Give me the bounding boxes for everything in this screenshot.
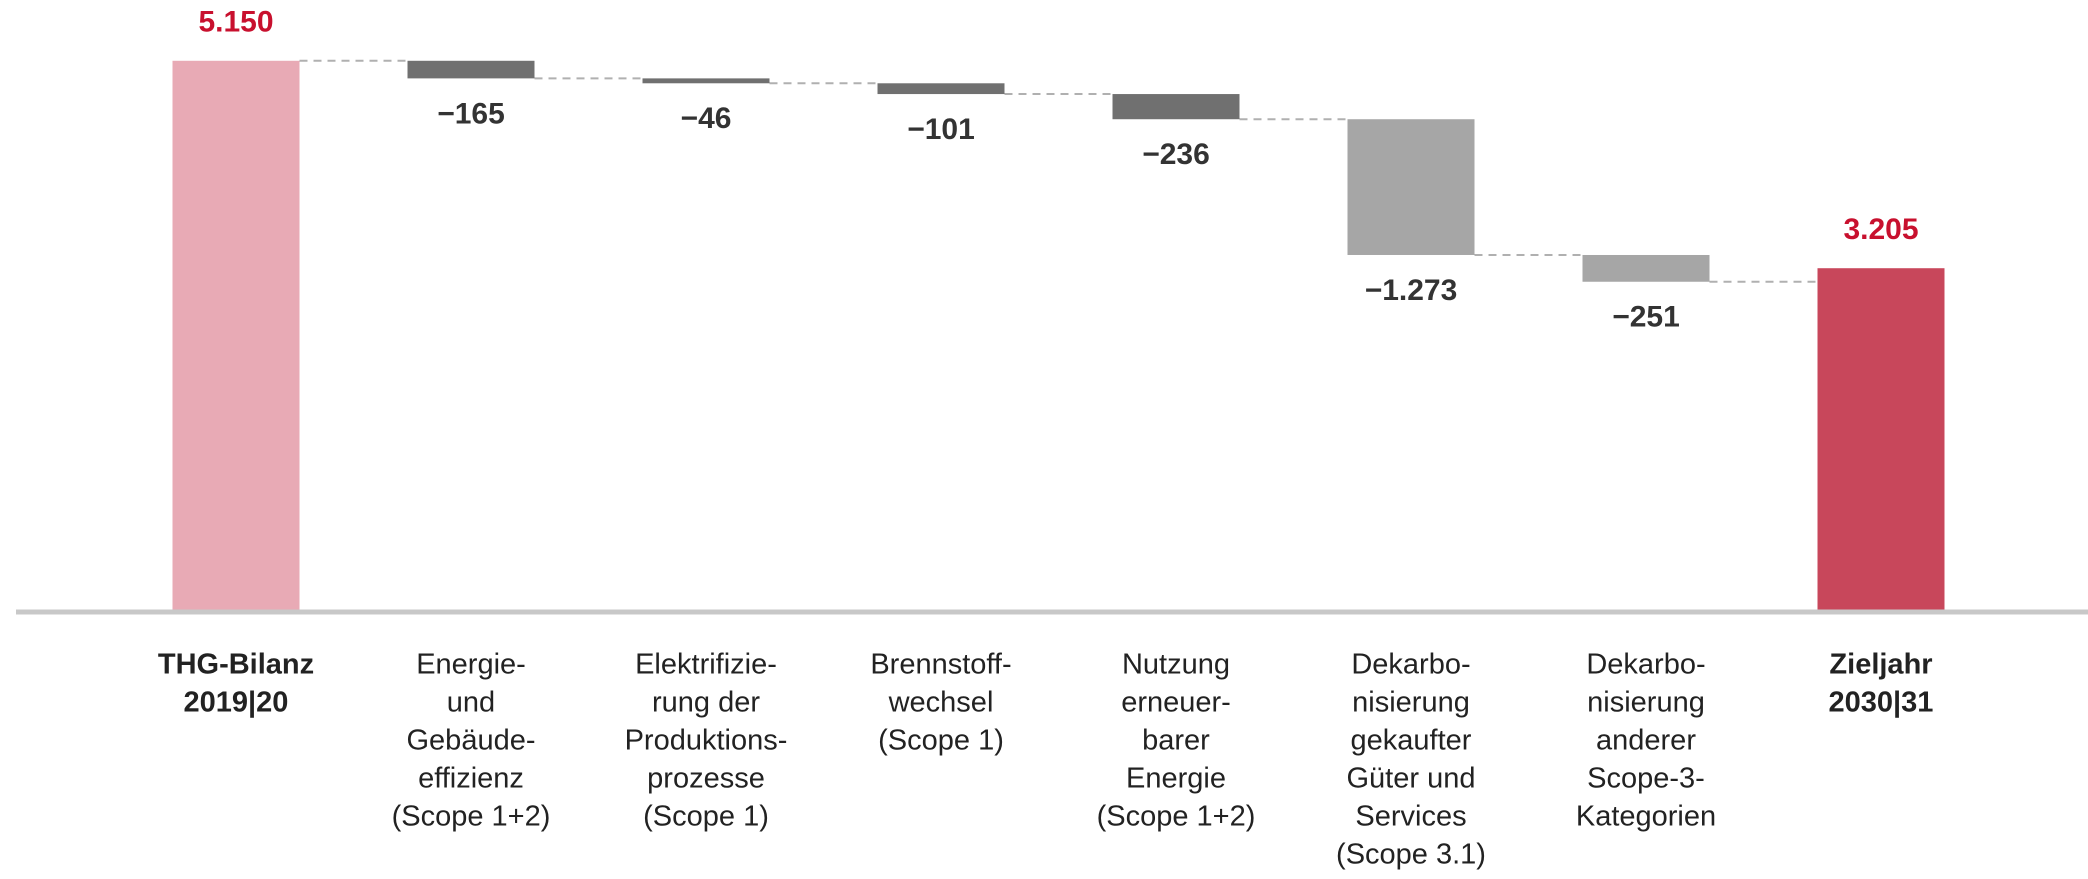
x-tick-label: Güter und (1347, 763, 1476, 795)
bar (1112, 94, 1240, 120)
x-tick-label: Brennstoff- (870, 649, 1011, 681)
x-tick-label: 2019|20 (184, 687, 289, 719)
bar (407, 60, 535, 79)
x-tick-label: gekaufter (1351, 725, 1472, 757)
x-tick-label: Gebäude- (407, 725, 536, 757)
x-tick-label: rung der (652, 687, 760, 719)
x-tick-label: Scope-3- (1587, 763, 1705, 795)
x-tick-label: Produktions- (625, 725, 788, 757)
x-tick-label: anderer (1596, 725, 1696, 757)
value-label: −165 (437, 97, 505, 130)
x-tick-label: prozesse (647, 763, 765, 795)
x-tick-label: Dekarbo- (1586, 649, 1705, 681)
x-tick-label: barer (1142, 725, 1210, 757)
value-label: −251 (1612, 301, 1680, 334)
bar (172, 60, 300, 610)
x-tick-label: THG-Bilanz (158, 649, 314, 681)
bar (1347, 119, 1475, 255)
bar (642, 78, 770, 84)
value-label: −101 (907, 113, 975, 146)
x-tick-label: (Scope 1+2) (392, 801, 551, 833)
x-tick-label: Services (1355, 801, 1466, 833)
x-tick-label: effizienz (418, 763, 524, 795)
value-label: −236 (1142, 138, 1210, 171)
bar (1817, 268, 1945, 610)
bar (877, 83, 1005, 95)
x-tick-label: (Scope 3.1) (1336, 839, 1486, 871)
value-label: 3.205 (1843, 213, 1918, 246)
x-tick-label: nisierung (1352, 687, 1470, 719)
x-tick-label: (Scope 1) (643, 801, 769, 833)
x-tick-label: (Scope 1) (878, 725, 1004, 757)
x-tick-label: nisierung (1587, 687, 1705, 719)
x-tick-label: und (447, 687, 495, 719)
x-tick-label: Zieljahr (1829, 649, 1932, 681)
x-tick-label: (Scope 1+2) (1097, 801, 1256, 833)
x-tick-label: Energie (1126, 763, 1226, 795)
x-tick-label: Energie- (416, 649, 526, 681)
bar (1582, 254, 1710, 282)
x-tick-label: Dekarbo- (1351, 649, 1470, 681)
x-tick-label: Kategorien (1576, 801, 1716, 833)
x-tick-label: Nutzung (1122, 649, 1230, 681)
value-label: −46 (681, 102, 732, 135)
value-label: 5.150 (198, 6, 273, 39)
value-label: −1.273 (1365, 274, 1458, 307)
x-tick-label: erneuer- (1121, 687, 1231, 719)
x-tick-label: 2030|31 (1829, 687, 1934, 719)
x-tick-label: wechsel (888, 687, 994, 719)
x-tick-label: Elektrifizie- (635, 649, 777, 681)
